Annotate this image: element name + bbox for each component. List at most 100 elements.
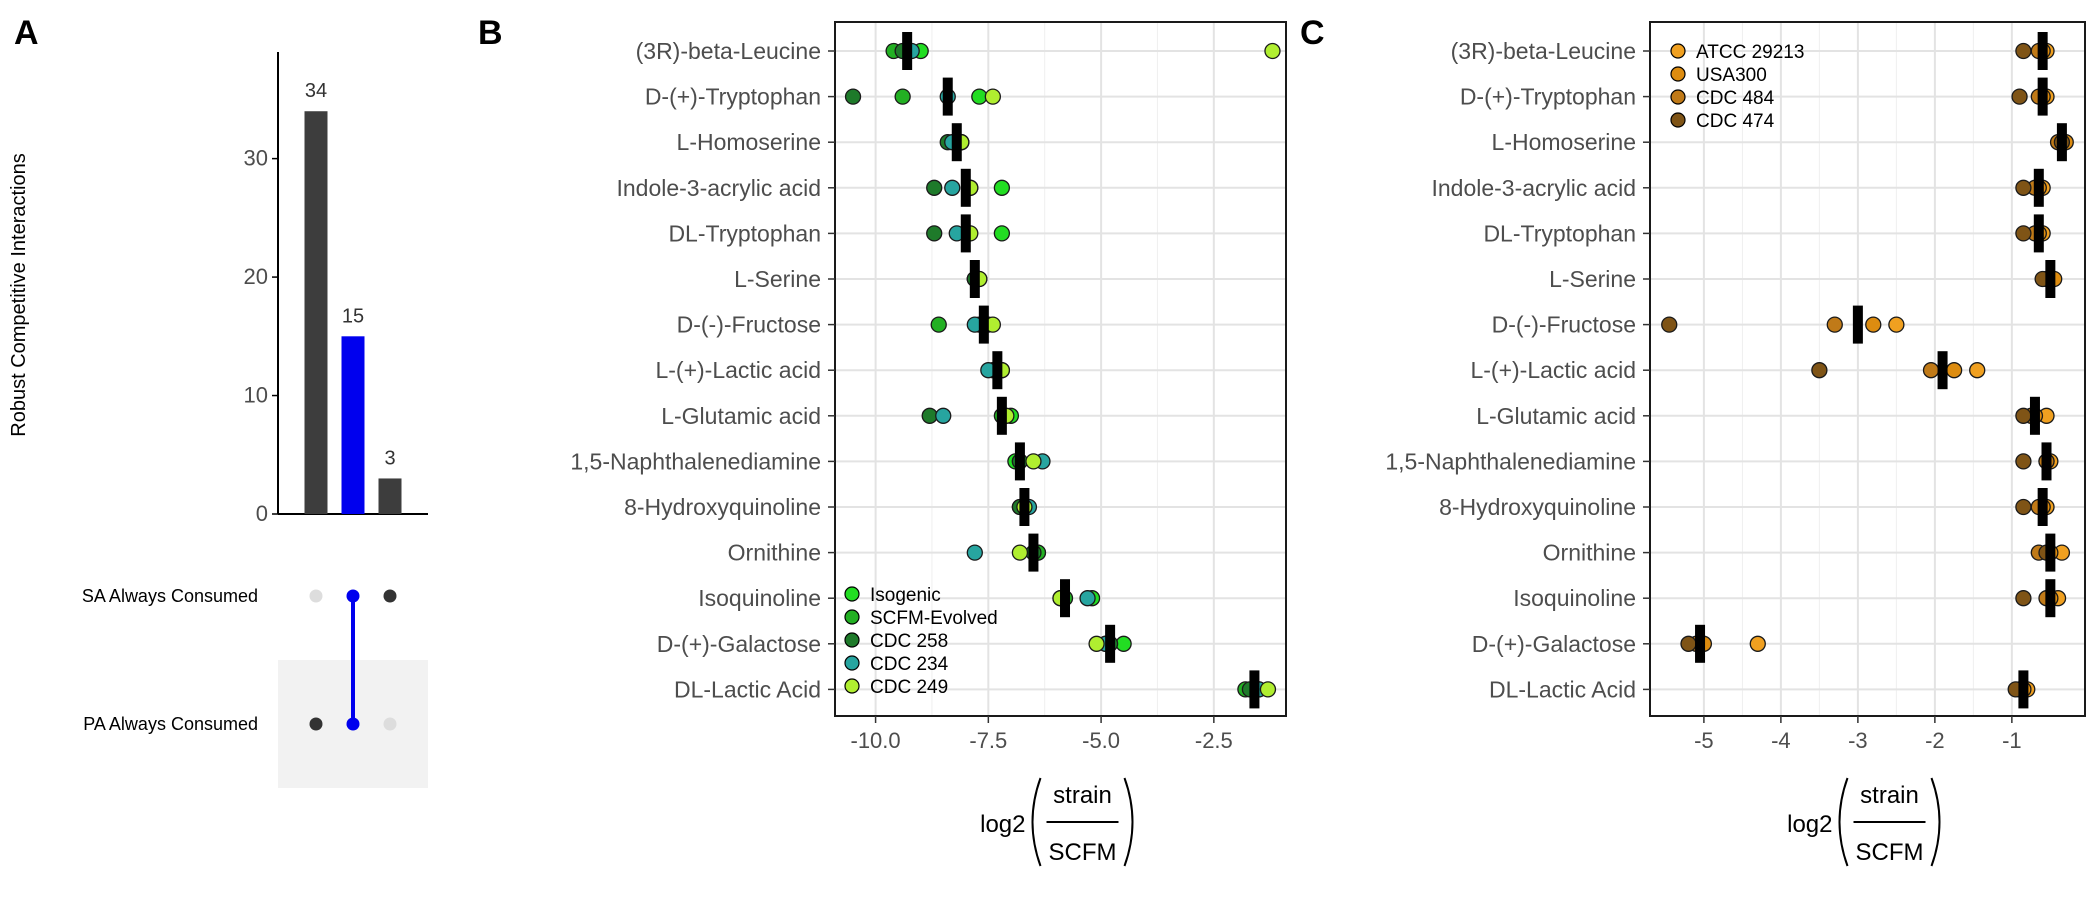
legend-marker bbox=[844, 632, 860, 648]
median-marker bbox=[1060, 579, 1071, 618]
data-point bbox=[1826, 316, 1843, 333]
y-tick-label: L-Homoserine bbox=[1492, 129, 1636, 155]
x-tick-label: -4 bbox=[1771, 728, 1791, 753]
y-tick-label: D-(+)-Tryptophan bbox=[1460, 84, 1636, 110]
data-point bbox=[844, 88, 862, 105]
median-marker bbox=[1695, 624, 1706, 663]
data-point bbox=[966, 544, 983, 561]
y-tick-label: Ornithine bbox=[1543, 540, 1636, 566]
y-tick-label: L-Homoserine bbox=[677, 129, 821, 155]
x-axis-title-left-paren bbox=[1031, 777, 1042, 867]
x-axis-title-denominator: SCFM bbox=[1856, 839, 1924, 866]
upset-set-label: SA Always Consumed bbox=[82, 586, 258, 606]
legend-label: USA300 bbox=[1696, 65, 1767, 86]
y-tick-label: (3R)-beta-Leucine bbox=[636, 38, 821, 64]
median-marker bbox=[1937, 351, 1948, 390]
median-marker bbox=[2045, 579, 2056, 618]
data-point bbox=[1922, 362, 1940, 379]
median-marker bbox=[960, 214, 971, 253]
y-tick-label: L-Serine bbox=[734, 266, 821, 292]
median-marker bbox=[1249, 670, 1260, 709]
median-marker bbox=[969, 260, 980, 298]
x-axis-title-right-paren bbox=[1930, 777, 1941, 867]
upset-bar bbox=[378, 478, 402, 514]
median-marker bbox=[2037, 77, 2048, 116]
upset-y-tick-label: 10 bbox=[244, 383, 268, 408]
median-marker bbox=[2045, 260, 2056, 298]
upset-bar-value-label: 15 bbox=[342, 305, 364, 327]
y-tick-label: Indole-3-acrylic acid bbox=[616, 175, 821, 201]
legend-label: Isogenic bbox=[870, 585, 941, 606]
upset-bar-value-label: 3 bbox=[384, 447, 395, 469]
legend-marker bbox=[1670, 112, 1686, 128]
legend-label: SCFM-Evolved bbox=[870, 608, 998, 629]
upset-y-tick-label: 20 bbox=[244, 264, 268, 289]
data-point bbox=[2015, 179, 2032, 196]
data-point bbox=[1865, 316, 1882, 333]
data-point bbox=[1811, 362, 1828, 379]
data-point bbox=[1945, 362, 1963, 379]
y-tick-label: (3R)-beta-Leucine bbox=[1451, 38, 1636, 64]
median-marker bbox=[996, 396, 1007, 435]
data-point bbox=[1969, 362, 1986, 379]
median-marker bbox=[960, 168, 971, 207]
plot-border bbox=[1649, 21, 2086, 717]
legend-marker bbox=[1670, 43, 1686, 59]
median-marker bbox=[1019, 488, 1030, 526]
data-point bbox=[935, 407, 952, 424]
legend-marker bbox=[1670, 89, 1686, 105]
data-point bbox=[1749, 635, 1766, 652]
x-axis-title-numerator: strain bbox=[1860, 782, 1919, 809]
x-tick-label: -10.0 bbox=[851, 728, 901, 753]
y-tick-label: Ornithine bbox=[728, 540, 821, 566]
legend-marker bbox=[844, 609, 860, 625]
data-point bbox=[1025, 453, 1042, 470]
y-tick-label: L-(+)-Lactic acid bbox=[1470, 357, 1636, 383]
x-tick-label: -3 bbox=[1848, 728, 1868, 753]
upset-y-tick-label: 0 bbox=[256, 501, 268, 526]
y-tick-label: D-(+)-Galactose bbox=[657, 631, 821, 657]
y-tick-label: 1,5-Naphthalenediamine bbox=[1385, 448, 1636, 474]
data-point bbox=[2015, 590, 2032, 607]
upset-matrix-dot-filled bbox=[346, 589, 360, 603]
y-tick-label: L-Serine bbox=[1549, 266, 1636, 292]
median-marker bbox=[1105, 624, 1116, 663]
median-marker bbox=[2037, 32, 2048, 70]
data-point bbox=[984, 88, 1001, 105]
x-axis-title-left-paren bbox=[1838, 777, 1849, 867]
panel-label-a: A bbox=[14, 14, 39, 52]
x-tick-label: -2 bbox=[1925, 728, 1945, 753]
data-point bbox=[1079, 590, 1096, 607]
legend-label: CDC 249 bbox=[870, 677, 948, 698]
y-tick-label: D-(+)-Tryptophan bbox=[645, 84, 821, 110]
panel-label-c: C bbox=[1300, 14, 1325, 52]
median-marker bbox=[1028, 533, 1039, 572]
median-marker bbox=[2037, 488, 2048, 526]
median-marker bbox=[2041, 442, 2052, 481]
y-tick-label: Isoquinoline bbox=[1513, 585, 1636, 611]
x-tick-label: -7.5 bbox=[969, 728, 1007, 753]
legend-label: CDC 234 bbox=[870, 654, 949, 675]
data-point bbox=[1661, 316, 1678, 333]
upset-y-axis-title: Robust Competitive Interactions bbox=[8, 153, 30, 436]
plot-border bbox=[834, 21, 1287, 717]
x-tick-label: -2.5 bbox=[1195, 728, 1233, 753]
upset-bars: 0 10 20 30 34 15 3 bbox=[244, 52, 428, 526]
median-marker bbox=[1852, 305, 1863, 344]
data-point bbox=[2015, 42, 2032, 60]
upset-bar bbox=[304, 111, 328, 514]
legend-label: CDC 258 bbox=[870, 631, 948, 652]
upset-y-tick-label: 30 bbox=[244, 146, 268, 171]
data-point bbox=[926, 179, 943, 196]
median-marker bbox=[942, 77, 953, 116]
data-point bbox=[2015, 225, 2032, 242]
y-tick-label: L-(+)-Lactic acid bbox=[655, 357, 821, 383]
data-point bbox=[993, 179, 1011, 196]
data-point bbox=[1264, 42, 1281, 60]
median-marker bbox=[2018, 670, 2029, 709]
legend-label: ATCC 29213 bbox=[1696, 42, 1804, 63]
median-marker bbox=[2033, 214, 2044, 253]
data-point bbox=[1088, 635, 1105, 652]
